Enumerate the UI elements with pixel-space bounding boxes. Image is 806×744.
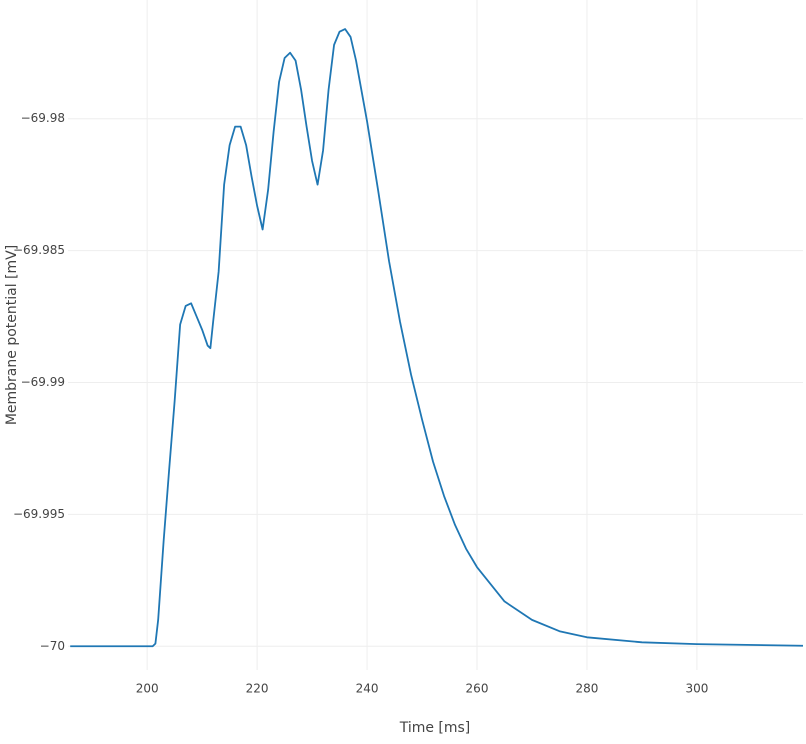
x-tick-label: 280 [575, 682, 598, 696]
x-tick-label: 260 [466, 682, 489, 696]
x-tick-label: 300 [685, 682, 708, 696]
y-tick-label: −70 [40, 639, 65, 653]
grid [68, 0, 803, 670]
y-tick-label: −69.98 [21, 111, 65, 125]
y-tick-label: −69.99 [21, 375, 65, 389]
y-tick-label: −69.995 [13, 507, 65, 521]
x-tick-label: 200 [136, 682, 159, 696]
y-axis-title: Membrane potential [mV] [4, 245, 20, 425]
x-tick-label: 240 [356, 682, 379, 696]
x-tick-label: 220 [246, 682, 269, 696]
line [70, 28, 803, 648]
y-tick-label: −69.985 [13, 243, 65, 257]
x-axis-title: Time [ms] [399, 720, 471, 736]
